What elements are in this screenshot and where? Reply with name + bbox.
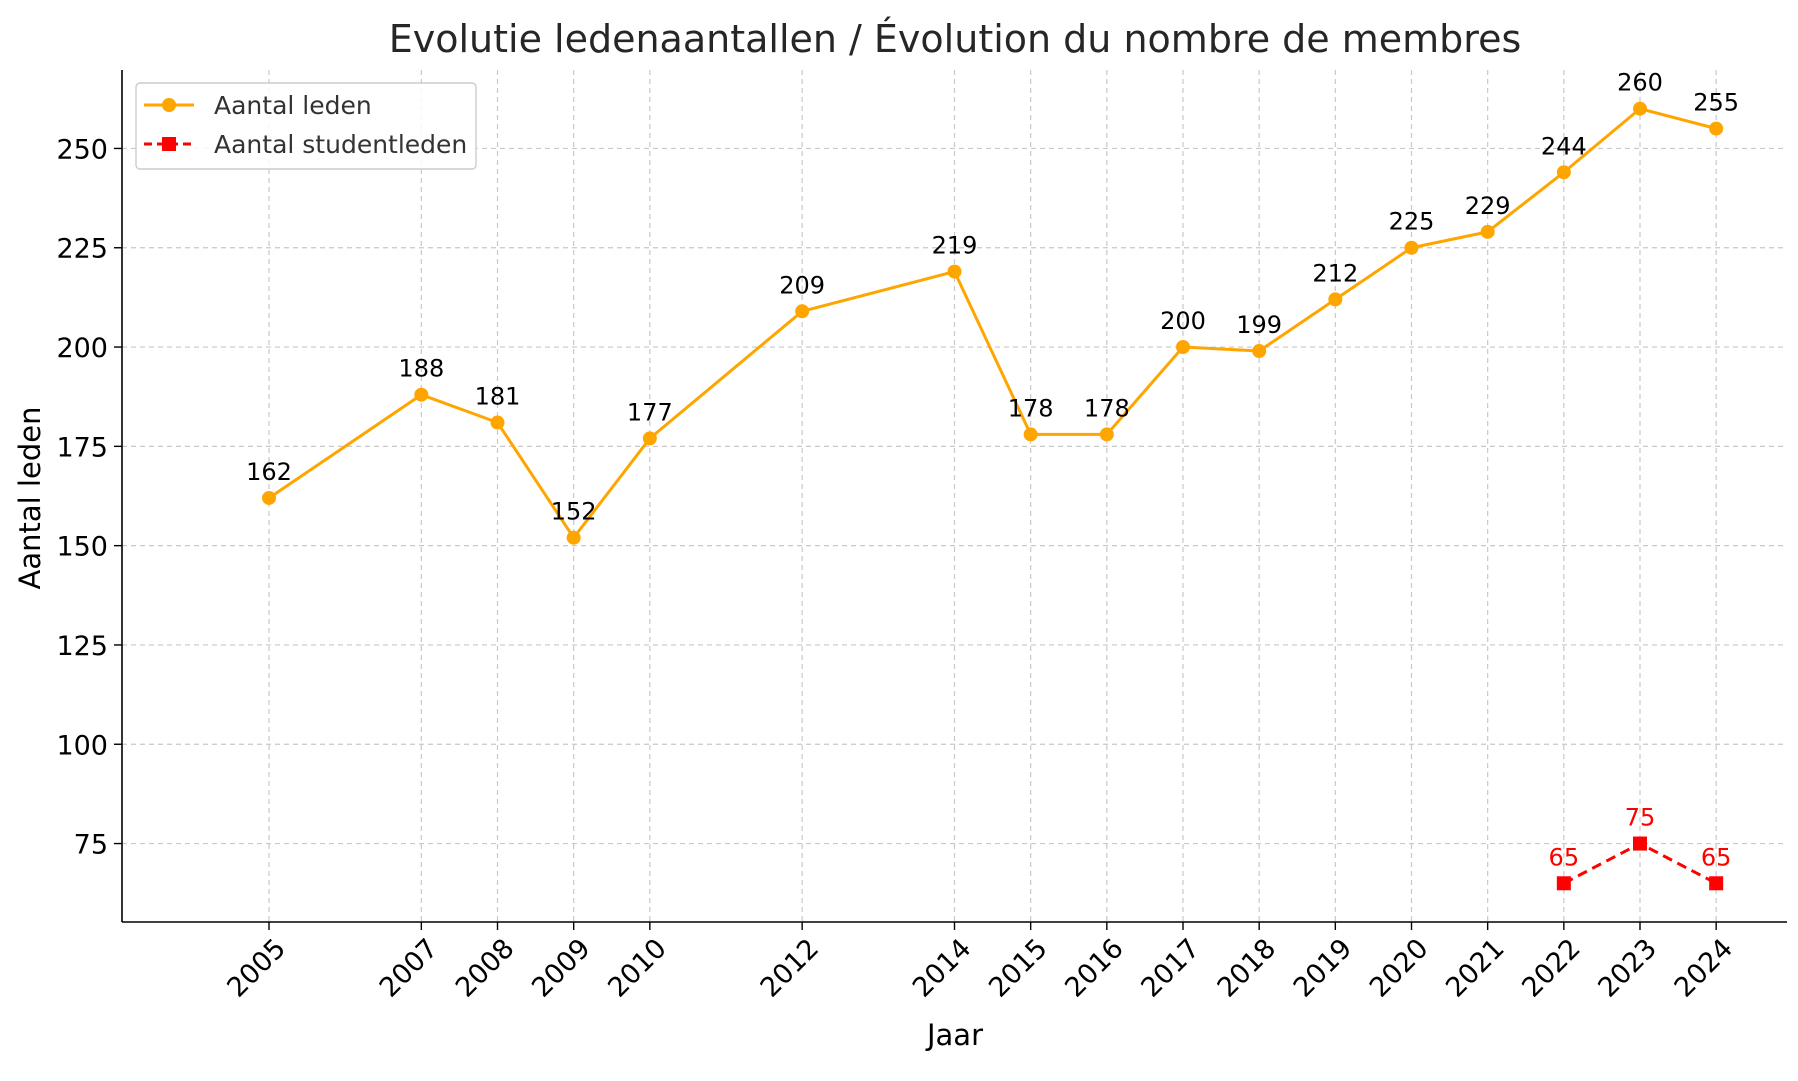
data-point-marker: [947, 264, 962, 279]
data-point-marker: [795, 304, 810, 319]
data-label: 65: [1549, 843, 1580, 871]
data-label: 219: [932, 232, 978, 260]
y-tick-label: 175: [56, 432, 108, 463]
data-point-marker: [642, 431, 657, 446]
x-tick-label: 2024: [1669, 933, 1740, 1004]
y-tick-label: 225: [56, 234, 108, 265]
x-tick-label: 2017: [1135, 933, 1206, 1004]
axes-layer: 2005 2007 2008 2009 2010 2012 2014 2015 2016 2017…: [56, 70, 1787, 1004]
data-point-marker: [566, 530, 581, 545]
data-point-marker: [262, 490, 277, 505]
data-point-marker: [1099, 427, 1114, 442]
data-label: 152: [551, 498, 597, 526]
data-label: 225: [1389, 208, 1435, 236]
series-1: 162 188 181 152 177 209 219 178 178 200 199 212 225 2…: [246, 69, 1739, 545]
data-label: 212: [1312, 259, 1358, 287]
data-point-marker: [1404, 240, 1419, 255]
x-tick-label: 2021: [1440, 933, 1511, 1004]
y-tick-label: 125: [56, 631, 108, 662]
series-layer: 162 188 181 152 177 209 219 178 178 200 199 212 225 2…: [246, 69, 1739, 891]
data-point-marker: [414, 387, 429, 402]
x-tick-label: 2022: [1516, 933, 1587, 1004]
chart-title: Evolutie ledenaantallen / Évolution du n…: [389, 17, 1522, 61]
x-tick-label: 2008: [450, 933, 521, 1004]
data-label: 181: [475, 383, 521, 411]
data-point-marker: [1556, 165, 1571, 180]
x-tick-label: 2018: [1212, 933, 1283, 1004]
x-axis-label: Jaar: [925, 1018, 983, 1052]
x-tick-label: 2009: [526, 933, 597, 1004]
x-tick-label: 2012: [755, 933, 826, 1004]
data-label: 65: [1701, 843, 1732, 871]
grid-layer: [122, 70, 1787, 922]
data-label: 188: [398, 355, 444, 383]
data-label: 244: [1541, 132, 1587, 160]
data-point-marker: [1709, 876, 1724, 891]
x-tick-label: 2014: [907, 933, 978, 1004]
data-point-marker: [1632, 101, 1647, 116]
y-tick-label: 75: [74, 830, 108, 861]
data-point-marker: [1709, 121, 1724, 136]
data-point-marker: [1480, 224, 1495, 239]
y-axis-label: Aantal leden: [13, 407, 47, 590]
legend-label: Aantal studentleden: [214, 130, 467, 159]
data-label: 178: [1084, 394, 1130, 422]
data-label: 199: [1236, 311, 1282, 339]
series-2: 65 75 65: [1549, 804, 1732, 891]
data-label: 178: [1008, 394, 1054, 422]
data-label: 260: [1617, 69, 1663, 97]
x-tick-label: 2023: [1592, 933, 1663, 1004]
x-tick-label: 2007: [374, 933, 445, 1004]
data-point-marker: [1556, 876, 1571, 891]
series-line: [268, 107, 1717, 540]
x-tick-label: 2016: [1059, 933, 1130, 1004]
data-label: 255: [1693, 89, 1739, 117]
data-label: 177: [627, 398, 673, 426]
data-point-marker: [1023, 427, 1038, 442]
x-tick-label: 2019: [1288, 933, 1359, 1004]
data-point-marker: [1252, 344, 1267, 359]
x-tick-label: 2020: [1364, 933, 1435, 1004]
y-tick-label: 200: [56, 333, 108, 364]
data-label: 209: [779, 271, 825, 299]
data-point-marker: [1175, 340, 1190, 355]
data-point-marker: [1328, 292, 1343, 307]
data-point-marker: [1632, 836, 1647, 851]
data-label: 162: [246, 458, 292, 486]
x-tick-label: 2010: [602, 933, 673, 1004]
legend-marker: [162, 98, 176, 112]
y-tick-label: 150: [56, 532, 108, 563]
x-tick-label: 2015: [983, 933, 1054, 1004]
y-tick-label: 250: [56, 134, 108, 165]
legend: Aantal leden Aantal studentleden: [135, 82, 477, 170]
data-label: 75: [1625, 804, 1656, 832]
data-label: 200: [1160, 307, 1206, 335]
legend-label: Aantal leden: [214, 91, 372, 120]
y-tick-label: 100: [56, 730, 108, 761]
data-point-marker: [490, 415, 505, 430]
legend-box: [135, 82, 477, 170]
legend-marker: [162, 137, 176, 151]
data-label: 229: [1465, 192, 1511, 220]
x-tick-label: 2005: [221, 933, 292, 1004]
